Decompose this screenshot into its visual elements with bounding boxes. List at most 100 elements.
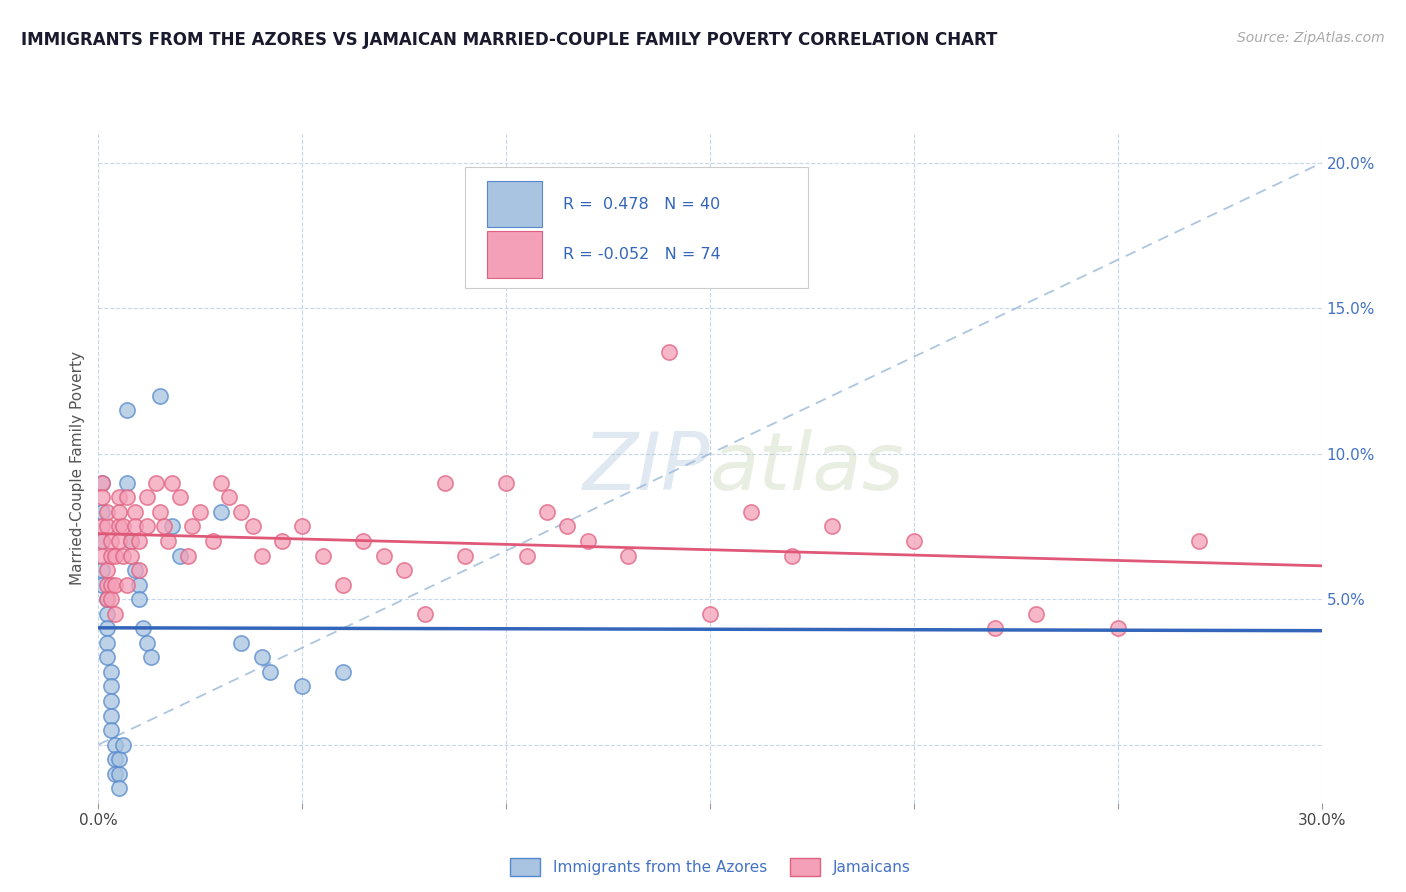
Point bbox=[104, 607, 127, 621]
Point bbox=[740, 505, 762, 519]
Point bbox=[169, 549, 191, 563]
Point bbox=[91, 563, 114, 577]
Point bbox=[332, 577, 354, 591]
Point bbox=[100, 680, 122, 694]
Point bbox=[104, 577, 127, 591]
Point bbox=[495, 475, 517, 490]
Point bbox=[434, 475, 457, 490]
Point bbox=[120, 534, 142, 549]
Point bbox=[516, 549, 538, 563]
Point bbox=[124, 519, 146, 533]
Point bbox=[100, 694, 122, 708]
Point bbox=[108, 505, 131, 519]
Point bbox=[177, 549, 200, 563]
Point bbox=[136, 519, 159, 533]
Point bbox=[231, 505, 253, 519]
Point bbox=[780, 549, 803, 563]
Point bbox=[250, 549, 273, 563]
Text: R =  0.478   N = 40: R = 0.478 N = 40 bbox=[564, 196, 720, 211]
Point bbox=[201, 534, 224, 549]
Point bbox=[821, 519, 844, 533]
Point bbox=[100, 665, 122, 679]
Text: IMMIGRANTS FROM THE AZORES VS JAMAICAN MARRIED-COUPLE FAMILY POVERTY CORRELATION: IMMIGRANTS FROM THE AZORES VS JAMAICAN M… bbox=[21, 31, 997, 49]
Point bbox=[291, 680, 314, 694]
Point bbox=[124, 505, 146, 519]
Point bbox=[96, 505, 118, 519]
Point bbox=[108, 781, 131, 796]
Point bbox=[1025, 607, 1047, 621]
Point bbox=[91, 519, 114, 533]
Point bbox=[242, 519, 264, 533]
Point bbox=[96, 563, 118, 577]
Point bbox=[115, 491, 138, 505]
Point bbox=[312, 549, 335, 563]
Point bbox=[120, 549, 142, 563]
Point bbox=[91, 534, 114, 549]
Point bbox=[108, 491, 131, 505]
Point bbox=[536, 505, 558, 519]
Point bbox=[454, 549, 477, 563]
Point bbox=[128, 534, 150, 549]
Point bbox=[100, 577, 122, 591]
Point bbox=[291, 519, 314, 533]
Point bbox=[218, 491, 240, 505]
Point bbox=[96, 621, 118, 635]
Point bbox=[259, 665, 281, 679]
Point bbox=[96, 607, 118, 621]
Point bbox=[209, 505, 232, 519]
Point bbox=[231, 636, 253, 650]
Text: atlas: atlas bbox=[710, 429, 905, 508]
Point bbox=[111, 519, 134, 533]
Text: R = -0.052   N = 74: R = -0.052 N = 74 bbox=[564, 247, 721, 261]
Point bbox=[91, 577, 114, 591]
Point bbox=[100, 723, 122, 737]
Point bbox=[617, 549, 640, 563]
Point bbox=[156, 534, 179, 549]
Point bbox=[1107, 621, 1129, 635]
Point bbox=[96, 592, 118, 607]
Point bbox=[100, 534, 122, 549]
Text: Source: ZipAtlas.com: Source: ZipAtlas.com bbox=[1237, 31, 1385, 45]
Point bbox=[104, 766, 127, 780]
Point bbox=[984, 621, 1007, 635]
Point bbox=[160, 475, 183, 490]
Point bbox=[149, 388, 172, 402]
Point bbox=[160, 519, 183, 533]
Point bbox=[188, 505, 212, 519]
Point bbox=[149, 505, 172, 519]
FancyBboxPatch shape bbox=[465, 168, 808, 288]
Point bbox=[91, 505, 114, 519]
Point bbox=[96, 519, 118, 533]
Point bbox=[91, 491, 114, 505]
Point bbox=[108, 752, 131, 766]
Point bbox=[1188, 534, 1211, 549]
Point bbox=[128, 577, 150, 591]
Point bbox=[96, 592, 118, 607]
Point bbox=[96, 636, 118, 650]
Point bbox=[128, 563, 150, 577]
Point bbox=[104, 738, 127, 752]
Point bbox=[699, 607, 721, 621]
Point bbox=[903, 534, 925, 549]
Point bbox=[332, 665, 354, 679]
Point bbox=[145, 475, 167, 490]
Point bbox=[104, 752, 127, 766]
Point bbox=[115, 475, 138, 490]
Point bbox=[576, 534, 599, 549]
Text: ZIP: ZIP bbox=[582, 429, 710, 508]
Point bbox=[100, 549, 122, 563]
Y-axis label: Married-Couple Family Poverty: Married-Couple Family Poverty bbox=[70, 351, 86, 585]
Point bbox=[115, 577, 138, 591]
Point bbox=[111, 549, 134, 563]
Legend: Immigrants from the Azores, Jamaicans: Immigrants from the Azores, Jamaicans bbox=[503, 852, 917, 882]
Point bbox=[132, 621, 155, 635]
Point bbox=[104, 549, 127, 563]
Point bbox=[108, 519, 131, 533]
Point bbox=[136, 636, 159, 650]
Point bbox=[91, 534, 114, 549]
Point bbox=[91, 549, 114, 563]
Point bbox=[128, 592, 150, 607]
Point bbox=[152, 519, 174, 533]
Point bbox=[557, 519, 579, 533]
Point bbox=[108, 534, 131, 549]
